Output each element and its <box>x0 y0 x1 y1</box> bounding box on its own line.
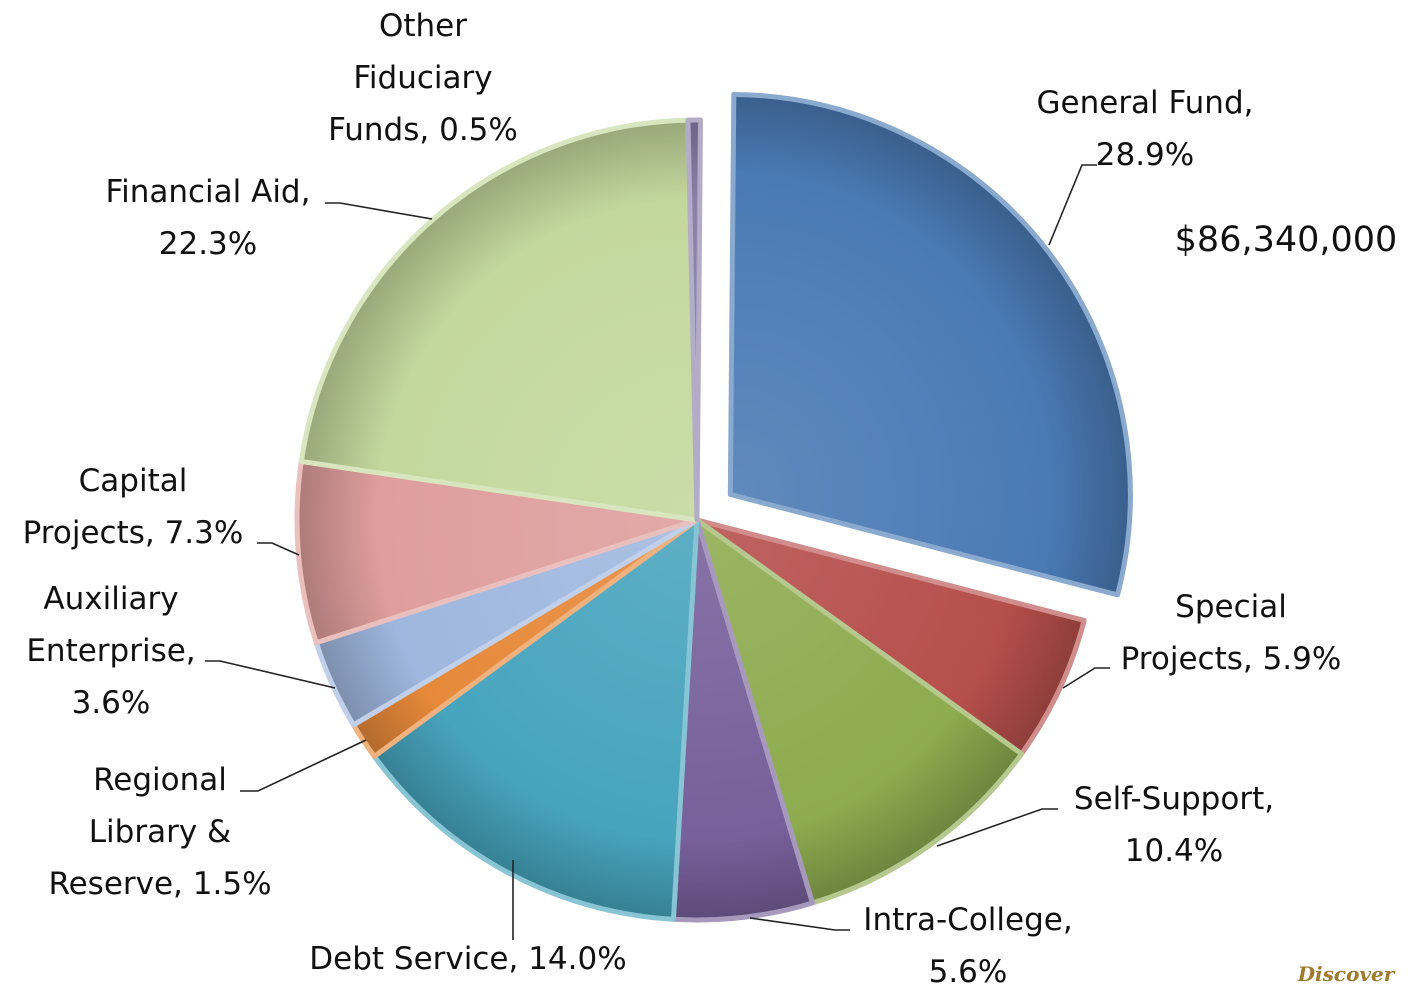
leader-line <box>257 542 300 556</box>
leader-line <box>325 202 433 220</box>
leader-line <box>205 660 336 689</box>
slice-label: Regional Library & Reserve, 1.5% <box>48 762 271 902</box>
pie-slice-intra-college <box>670 517 815 923</box>
slice-label: Debt Service, 14.0% <box>309 941 626 977</box>
leader-line <box>936 808 1058 847</box>
pie-slice-debt-service <box>371 517 700 922</box>
pie-slice-special-projects <box>694 517 1087 757</box>
slice-label: Intra-College, 5.6% <box>863 902 1072 990</box>
pie-slice-self-support <box>694 517 1025 906</box>
total-amount-callout: $86,340,000 <box>1175 220 1398 260</box>
pie-slice-other-fiduciary-funds <box>685 117 703 523</box>
leader-line <box>240 739 367 792</box>
slice-label: Financial Aid, 22.3% <box>106 174 311 262</box>
slice-label: Other Fiduciary Funds, 0.5% <box>328 8 518 148</box>
leader-line <box>749 917 850 931</box>
leader-line <box>1062 667 1110 689</box>
labels-layer: General Fund, 28.9% Special Projects, 5.9% S… <box>23 8 1342 990</box>
leader-lines <box>205 164 1110 940</box>
pie-slice-financial-aid <box>298 117 700 523</box>
pie-slice-general-fund <box>727 91 1133 598</box>
brand-logo-text: Discover <box>1297 962 1396 986</box>
slices-layer <box>294 91 1133 923</box>
slice-label: Capital Projects, 7.3% <box>23 463 244 551</box>
leader-line <box>1048 164 1097 246</box>
slice-label: Auxiliary Enterprise, 3.6% <box>26 581 195 721</box>
slice-label: Self-Support, 10.4% <box>1074 781 1274 869</box>
slice-label: General Fund, 28.9% <box>1037 85 1254 173</box>
slice-label: Special Projects, 5.9% <box>1121 589 1342 677</box>
